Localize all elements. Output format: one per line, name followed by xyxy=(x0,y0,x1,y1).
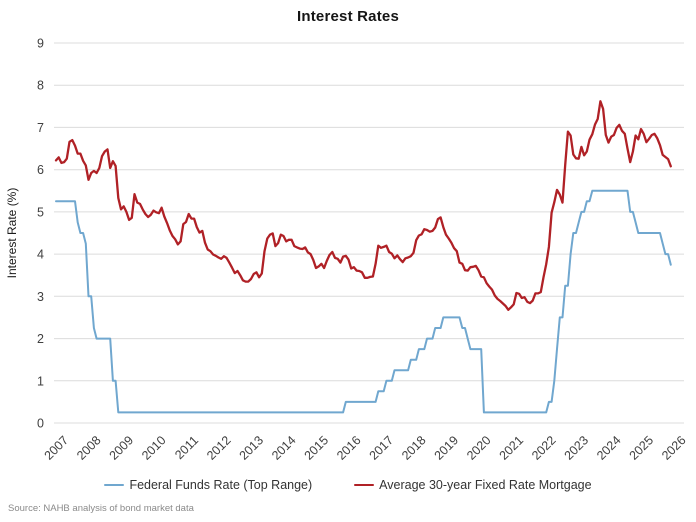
legend-item-fed-funds: Federal Funds Rate (Top Range) xyxy=(104,478,312,492)
svg-text:2021: 2021 xyxy=(497,433,527,463)
svg-text:2011: 2011 xyxy=(172,433,201,462)
fed-funds-line-swatch-icon xyxy=(104,483,125,487)
svg-text:2024: 2024 xyxy=(594,433,624,463)
svg-text:2008: 2008 xyxy=(74,433,104,463)
svg-text:6: 6 xyxy=(37,163,44,177)
svg-text:2014: 2014 xyxy=(269,433,299,463)
svg-text:8: 8 xyxy=(37,79,44,93)
svg-text:2017: 2017 xyxy=(367,433,397,463)
svg-text:2007: 2007 xyxy=(42,433,72,463)
svg-text:2009: 2009 xyxy=(107,433,137,463)
mortgage-line-swatch-icon xyxy=(354,483,375,487)
chart-title: Interest Rates xyxy=(296,8,399,25)
svg-text:1: 1 xyxy=(37,374,44,388)
svg-text:5: 5 xyxy=(37,205,44,219)
legend: Federal Funds Rate (Top Range) Average 3… xyxy=(0,478,696,492)
svg-text:0: 0 xyxy=(37,417,44,431)
svg-text:2023: 2023 xyxy=(562,433,592,463)
svg-text:2010: 2010 xyxy=(139,433,169,463)
svg-text:Interest Rate (%): Interest Rate (%) xyxy=(5,188,19,279)
svg-text:2025: 2025 xyxy=(627,433,657,463)
legend-label-fed-funds: Federal Funds Rate (Top Range) xyxy=(129,478,313,492)
svg-text:7: 7 xyxy=(37,121,44,135)
svg-text:2: 2 xyxy=(37,332,44,346)
svg-text:2013: 2013 xyxy=(237,433,267,463)
svg-text:2015: 2015 xyxy=(302,433,332,463)
svg-text:3: 3 xyxy=(37,290,44,304)
svg-text:2022: 2022 xyxy=(529,433,559,463)
svg-text:2019: 2019 xyxy=(432,433,462,463)
svg-text:4: 4 xyxy=(37,248,44,262)
svg-text:2016: 2016 xyxy=(334,433,364,463)
legend-item-mortgage: Average 30-year Fixed Rate Mortgage xyxy=(354,478,592,492)
source-note: Source: NAHB analysis of bond market dat… xyxy=(8,503,194,514)
svg-text:2020: 2020 xyxy=(464,433,494,463)
svg-text:2012: 2012 xyxy=(204,433,234,463)
svg-text:9: 9 xyxy=(37,37,44,51)
legend-label-mortgage: Average 30-year Fixed Rate Mortgage xyxy=(379,478,592,492)
svg-text:2026: 2026 xyxy=(659,433,689,463)
svg-text:2018: 2018 xyxy=(399,433,429,463)
